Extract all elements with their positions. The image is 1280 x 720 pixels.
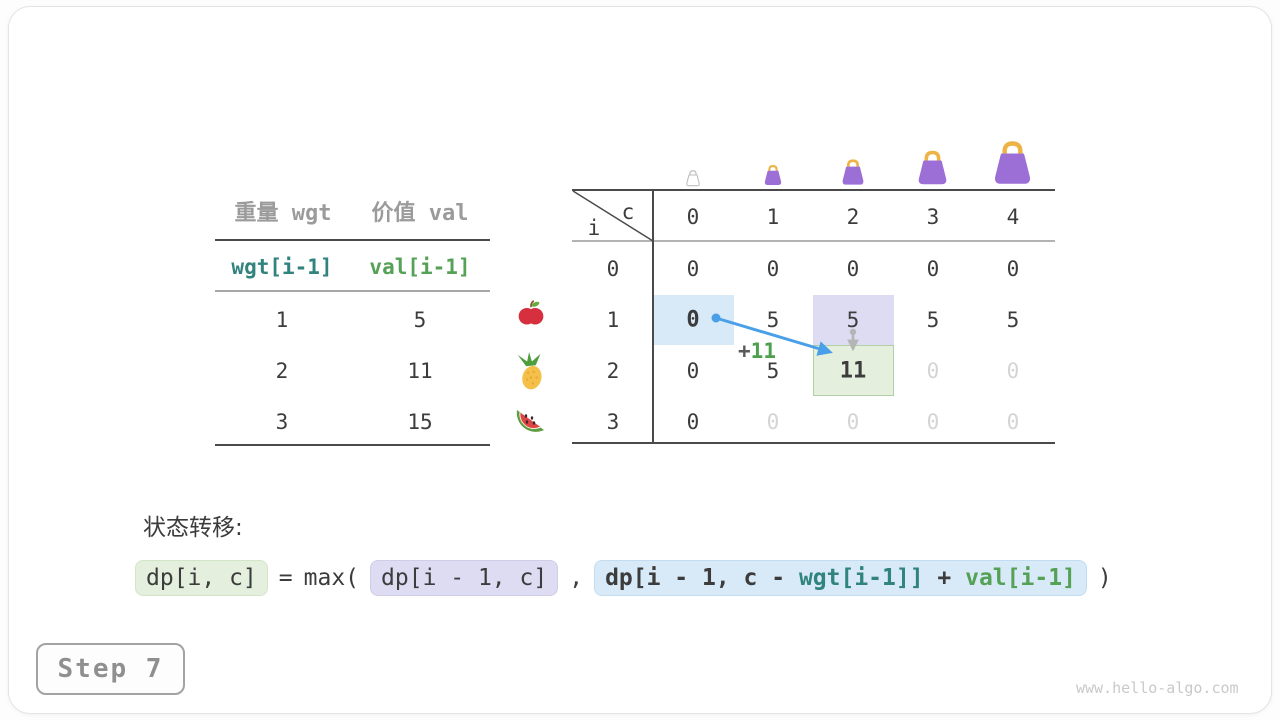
items-header-value: 价值 val	[371, 201, 469, 226]
item-val-1: 5	[413, 308, 427, 332]
bag-body	[686, 174, 700, 187]
bag-handle	[768, 165, 778, 174]
formula-max-open: max(	[303, 565, 360, 591]
watermelon-seeds	[524, 414, 536, 425]
bag-body	[918, 160, 947, 185]
dp-col-header-2: 2	[846, 205, 860, 229]
formula-arg2: dp[i - 1, c - wgt[i-1]] + val[i-1]	[594, 560, 1087, 596]
pineapple-crown	[517, 352, 541, 367]
item-wgt-2: 2	[275, 359, 289, 383]
bag-capacity-0-icon	[686, 169, 700, 187]
gain-plus-sign: +	[738, 339, 751, 363]
dp-cell-1-3: 5	[926, 308, 940, 332]
apple-icon	[518, 300, 544, 325]
dp-corner-col-label: c	[621, 200, 635, 224]
apple-body-right	[526, 308, 544, 325]
bag-capacity-1-icon	[764, 165, 782, 185]
items-subheader-wgt: wgt[i-1]	[231, 255, 333, 279]
dp-col-header-3: 3	[926, 205, 940, 229]
bag-capacity-3-icon	[918, 150, 947, 185]
bag-handle	[689, 169, 697, 178]
state-transition-formula: dp[i, c] = max( dp[i - 1, c] , dp[i - 1,…	[135, 560, 1112, 596]
pineapple-icon	[517, 352, 542, 390]
dp-col-header-1: 1	[766, 205, 780, 229]
dp-cell-0-4: 0	[1006, 257, 1020, 281]
items-subheader-val: val[i-1]	[369, 255, 471, 279]
dp-col-header-0: 0	[686, 205, 700, 229]
bag-handle	[1002, 141, 1023, 161]
dp-cell-2-2: 11	[839, 358, 867, 384]
bag-body	[842, 166, 864, 185]
item-val-3: 15	[407, 410, 433, 434]
bag-handle	[846, 159, 859, 171]
formula-equals: =	[278, 565, 293, 591]
dp-cell-0-0: 0	[686, 257, 700, 281]
bag-capacity-4-icon	[994, 141, 1031, 184]
dp-cell-2-3: 0	[926, 359, 940, 383]
dp-cell-0-2: 0	[846, 257, 860, 281]
step-badge: Step 7	[36, 643, 185, 695]
state-transition-label: 状态转移:	[143, 515, 243, 541]
dp-row-header-3: 3	[606, 410, 620, 434]
dp-row-header-1: 1	[606, 308, 620, 332]
watermelon-icon	[516, 410, 544, 432]
dp-cell-2-1: 5	[766, 359, 780, 383]
dp-cell-0-1: 0	[766, 257, 780, 281]
dp-cell-1-4: 5	[1006, 308, 1020, 332]
dp-row-header-0: 0	[606, 257, 620, 281]
dp-cell-3-3: 0	[926, 410, 940, 434]
dp-cell-3-1: 0	[766, 410, 780, 434]
formula-lhs: dp[i, c]	[135, 560, 268, 596]
dp-cell-1-1: 5	[766, 308, 780, 332]
formula-arg2-prefix: dp[i - 1, c -	[605, 565, 799, 591]
dp-cell-1-2: 5	[846, 308, 860, 332]
item-wgt-3: 3	[275, 410, 289, 434]
dp-corner-row-label: i	[587, 216, 601, 240]
dp-cell-2-0: 0	[686, 359, 700, 383]
dp-cell-3-4: 0	[1006, 410, 1020, 434]
dp-cell-0-3: 0	[926, 257, 940, 281]
gain-annotation: +11	[738, 339, 776, 363]
apple-leaf	[531, 301, 540, 307]
figure-card	[8, 6, 1272, 714]
dp-col-header-4: 4	[1006, 205, 1020, 229]
gain-value: 11	[750, 339, 776, 363]
bag-handle	[924, 150, 941, 166]
apple-stem	[530, 300, 535, 308]
formula-arg1: dp[i - 1, c]	[370, 560, 559, 596]
items-header-weight: 重量 wgt	[234, 201, 332, 226]
item-wgt-1: 1	[275, 308, 289, 332]
bag-capacity-2-icon	[842, 159, 864, 185]
dp-row-header-2: 2	[606, 359, 620, 383]
formula-arg2-wgt: wgt[i-1]]	[798, 565, 924, 591]
item-val-2: 11	[407, 359, 433, 383]
dp-cell-3-0: 0	[686, 410, 700, 434]
formula-arg2-val: val[i-1]	[965, 565, 1076, 591]
formula-close-paren: )	[1097, 565, 1112, 591]
watermark: www.hello-algo.com	[1076, 679, 1239, 697]
bag-body	[764, 170, 782, 185]
pineapple-texture	[525, 370, 538, 385]
formula-comma: ,	[569, 565, 584, 591]
bag-body	[994, 153, 1031, 184]
formula-arg2-plus: +	[923, 565, 966, 591]
dp-cell-1-0: 0	[686, 307, 700, 333]
dp-cell-2-4: 0	[1006, 359, 1020, 383]
dp-cell-3-2: 0	[846, 410, 860, 434]
